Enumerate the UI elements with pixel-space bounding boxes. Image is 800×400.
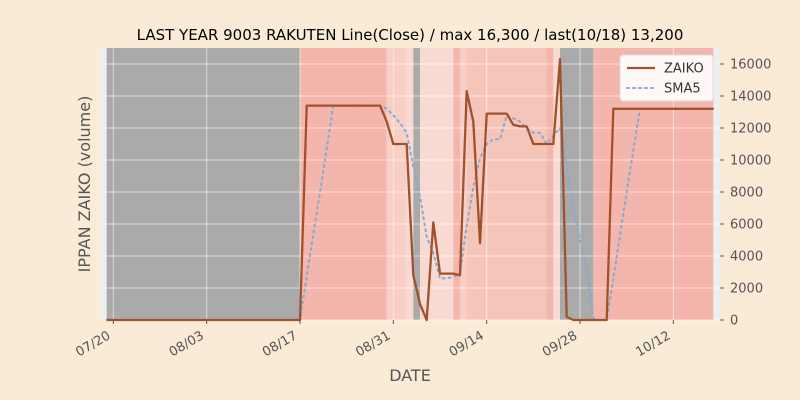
y-tick-label: 10000 (730, 154, 771, 169)
background-band-2 (386, 48, 407, 320)
series-line-zaiko (106, 58, 714, 322)
y-tick-label: 8000 (730, 186, 763, 201)
y-tick-label: 0 (730, 314, 738, 329)
background-band-3 (406, 48, 414, 320)
x-axis-title: DATE (389, 366, 431, 385)
y-tick-label: 16000 (730, 58, 771, 73)
background-band-5 (420, 48, 454, 320)
background-band-0 (106, 48, 301, 320)
x-tick-label: 09/14 (447, 328, 487, 360)
x-tick-label: 09/28 (540, 328, 580, 360)
x-tick-label: 10/12 (633, 328, 673, 360)
legend-label-zaiko: ZAIKO (664, 62, 704, 77)
background-band-9 (546, 48, 554, 320)
chart-title: LAST YEAR 9003 RAKUTEN Line(Close) / max… (137, 26, 684, 44)
legend-label-sma5: SMA5 (664, 82, 701, 97)
y-tick-label: 12000 (730, 122, 771, 137)
x-tick-label: 07/20 (73, 328, 113, 360)
legend: ZAIKO SMA5 (619, 54, 714, 102)
y-axis-title: IPPAN ZAIKO (volume) (75, 96, 94, 273)
legend-box (619, 54, 714, 102)
background-band-6 (453, 48, 460, 320)
background-band-1 (300, 48, 387, 320)
x-tick-label: 08/17 (260, 328, 300, 360)
y-tick-label: 2000 (730, 282, 763, 297)
grid-lines (100, 48, 720, 321)
x-axis-ticks: 07/20 08/03 08/17 08/31 09/14 09/28 10/12 (73, 320, 674, 360)
background-band-10 (553, 48, 560, 320)
series-layer (105, 58, 715, 322)
x-tick-label: 08/03 (167, 328, 207, 360)
y-tick-label: 4000 (730, 250, 763, 265)
y-tick-label: 6000 (730, 218, 763, 233)
y-tick-label: 14000 (730, 90, 771, 105)
background-band-8 (466, 48, 547, 320)
x-tick-label: 08/31 (353, 328, 393, 360)
y-axis-ticks: 0 2000 4000 6000 8000 10000 12000 14000 16000 (720, 58, 771, 329)
